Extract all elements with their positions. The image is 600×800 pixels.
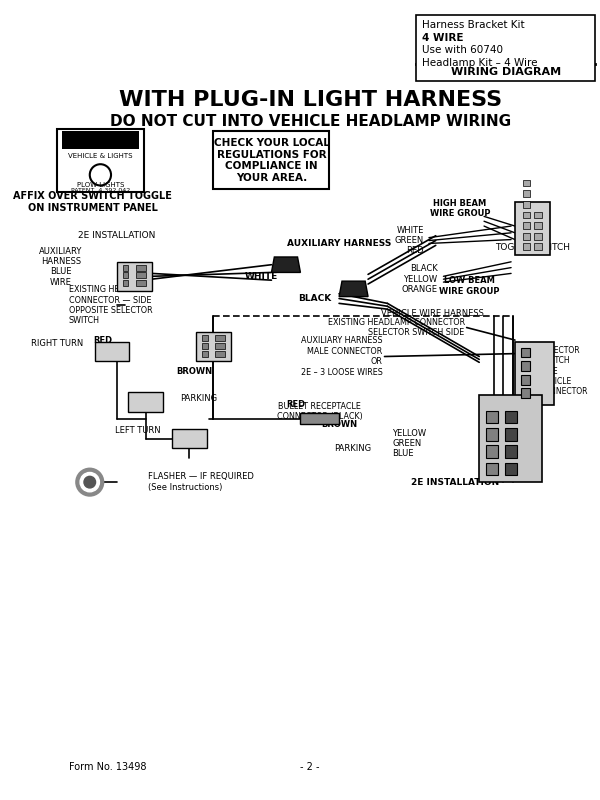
Bar xyxy=(486,428,497,441)
Text: Form No. 13498: Form No. 13498 xyxy=(68,762,146,772)
Bar xyxy=(214,131,329,190)
Bar xyxy=(95,342,130,362)
Bar xyxy=(505,463,517,475)
Bar xyxy=(215,350,225,357)
Text: PARKING: PARKING xyxy=(179,394,217,402)
Text: LEFT TURN: LEFT TURN xyxy=(115,426,160,435)
Text: BLACK
YELLOW
ORANGE: BLACK YELLOW ORANGE xyxy=(401,264,437,294)
Bar xyxy=(523,201,530,208)
Bar xyxy=(122,265,128,270)
Bar xyxy=(521,389,530,398)
Polygon shape xyxy=(339,281,368,297)
Text: 2E INSTALLATION: 2E INSTALLATION xyxy=(411,478,499,486)
Text: AFFIX OVER SWITCH TOGGLE
ON INSTRUMENT PANEL: AFFIX OVER SWITCH TOGGLE ON INSTRUMENT P… xyxy=(13,191,172,213)
Text: BLACK: BLACK xyxy=(298,294,332,303)
Circle shape xyxy=(80,473,100,492)
Bar xyxy=(128,392,163,411)
Bar xyxy=(523,243,530,250)
Bar xyxy=(534,233,542,239)
Text: RED: RED xyxy=(286,400,305,410)
Bar xyxy=(486,410,497,423)
Bar xyxy=(122,280,128,286)
Text: - 2 -: - 2 - xyxy=(301,762,320,772)
Text: RIGHT TURN: RIGHT TURN xyxy=(31,339,83,349)
Bar xyxy=(479,395,542,482)
Circle shape xyxy=(76,469,103,496)
Bar xyxy=(534,243,542,250)
Bar xyxy=(416,15,595,81)
Bar xyxy=(521,348,530,358)
Bar xyxy=(202,350,208,357)
Bar xyxy=(486,463,497,475)
Bar xyxy=(117,262,152,291)
Text: SELECTOR
SWITCH
SIDE
VEHICLE
CONNECTOR: SELECTOR SWITCH SIDE VEHICLE CONNECTOR xyxy=(540,346,589,396)
Bar xyxy=(62,131,139,149)
Bar xyxy=(57,130,144,192)
Bar xyxy=(301,413,339,424)
Text: PARKING: PARKING xyxy=(334,444,371,453)
Text: BROWN: BROWN xyxy=(321,420,357,429)
Text: WESTERN: WESTERN xyxy=(74,135,127,145)
Bar xyxy=(523,222,530,229)
Bar xyxy=(196,332,231,362)
Text: PATENT  4,392,042: PATENT 4,392,042 xyxy=(71,188,130,193)
Text: 2E INSTALLATION: 2E INSTALLATION xyxy=(78,231,155,240)
Text: AUXILIARY HARNESS
MALE CONNECTOR
OR
2E – 3 LOOSE WIRES: AUXILIARY HARNESS MALE CONNECTOR OR 2E –… xyxy=(301,337,383,377)
Bar xyxy=(202,335,208,341)
Bar xyxy=(534,222,542,229)
Bar xyxy=(534,211,542,218)
Bar xyxy=(122,273,128,278)
Text: RED: RED xyxy=(93,335,112,345)
Text: TOGGLE SWITCH: TOGGLE SWITCH xyxy=(495,243,570,252)
Text: FLASHER — IF REQUIRED
(See Instructions): FLASHER — IF REQUIRED (See Instructions) xyxy=(148,473,254,492)
Bar xyxy=(505,410,517,423)
Text: HIGH BEAM
WIRE GROUP: HIGH BEAM WIRE GROUP xyxy=(430,199,490,218)
Text: Use with 60740: Use with 60740 xyxy=(422,45,503,55)
Bar xyxy=(523,211,530,218)
Bar xyxy=(136,280,146,286)
Polygon shape xyxy=(271,257,301,273)
Text: AUXILIARY HARNESS: AUXILIARY HARNESS xyxy=(287,239,391,248)
Bar xyxy=(515,202,550,255)
Text: VEHICLE & LIGHTS: VEHICLE & LIGHTS xyxy=(68,154,133,159)
Text: WHITE
GREEN
RED: WHITE GREEN RED xyxy=(395,226,424,255)
Bar xyxy=(172,429,206,448)
Text: WHITE: WHITE xyxy=(245,272,278,281)
Text: WITH PLUG-IN LIGHT HARNESS: WITH PLUG-IN LIGHT HARNESS xyxy=(119,90,502,110)
Bar xyxy=(523,233,530,239)
Bar xyxy=(515,342,554,405)
Text: DO NOT CUT INTO VEHICLE HEADLAMP WIRING: DO NOT CUT INTO VEHICLE HEADLAMP WIRING xyxy=(110,114,511,129)
Text: PLOW LIGHTS: PLOW LIGHTS xyxy=(77,182,124,187)
Text: BULLET RECEPTACLE
CONNECTOR (BLACK): BULLET RECEPTACLE CONNECTOR (BLACK) xyxy=(277,402,362,422)
Text: YELLOW
GREEN
BLUE: YELLOW GREEN BLUE xyxy=(392,429,427,458)
Bar xyxy=(136,265,146,270)
Bar xyxy=(521,362,530,371)
Text: VEHICLE WIRE HARNESS: VEHICLE WIRE HARNESS xyxy=(381,309,484,318)
Bar xyxy=(505,428,517,441)
Text: AUXILIARY
HARNESS
BLUE
WIRE: AUXILIARY HARNESS BLUE WIRE xyxy=(39,246,82,286)
Bar xyxy=(523,180,530,186)
Text: Harness Bracket Kit: Harness Bracket Kit xyxy=(422,20,525,30)
Text: WIRING DIAGRAM: WIRING DIAGRAM xyxy=(451,67,561,78)
Bar xyxy=(523,190,530,197)
Circle shape xyxy=(84,476,95,488)
Text: EXISTING HEADLAMP
CONNECTOR — SIDE
OPPOSITE SELECTOR
SWITCH: EXISTING HEADLAMP CONNECTOR — SIDE OPPOS… xyxy=(68,285,152,326)
Bar xyxy=(215,343,225,349)
Bar xyxy=(215,335,225,341)
Text: CHECK YOUR LOCAL
REGULATIONS FOR
COMPLIANCE IN
YOUR AREA.: CHECK YOUR LOCAL REGULATIONS FOR COMPLIA… xyxy=(214,138,329,182)
Text: LOW BEAM
WIRE GROUP: LOW BEAM WIRE GROUP xyxy=(439,276,500,296)
Bar xyxy=(136,273,146,278)
Text: EXISTING HEADLAMP CONNECTOR
SELECTOR SWITCH SIDE: EXISTING HEADLAMP CONNECTOR SELECTOR SWI… xyxy=(328,318,465,338)
Bar xyxy=(505,446,517,458)
Text: BROWN: BROWN xyxy=(176,366,212,375)
Bar xyxy=(486,446,497,458)
Bar xyxy=(202,343,208,349)
Bar xyxy=(521,375,530,385)
Text: 4 WIRE: 4 WIRE xyxy=(422,33,464,42)
Text: Headlamp Kit – 4 Wire: Headlamp Kit – 4 Wire xyxy=(422,58,538,68)
